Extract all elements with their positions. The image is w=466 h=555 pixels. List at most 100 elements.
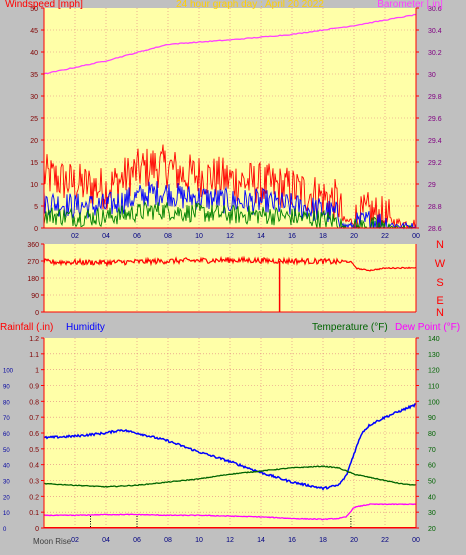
wind-series (43, 13, 417, 230)
direction-y-tick-label: 180 (27, 276, 39, 283)
rain-y-tick-label: 0.3 (29, 479, 39, 486)
barometer-y-tick-label: 28.6 (428, 226, 442, 233)
compass-n-top: N (436, 239, 444, 251)
rain-y-tick-label: 0.9 (29, 384, 39, 391)
barometer-y-tick-label: 29 (428, 182, 436, 189)
rain-y-tick-label: 1.1 (29, 352, 39, 359)
moon-rise-label: Moon Rise (33, 537, 72, 546)
temp-y-tick-label: 40 (428, 494, 436, 501)
rain-y-tick-label: 0.8 (29, 399, 39, 406)
temp-y-tick-label: 50 (428, 479, 436, 486)
rain-y-tick-label: 0.5 (29, 447, 39, 454)
climate-x-tick-label: 08 (164, 537, 172, 544)
temp-y-tick-label: 120 (428, 368, 440, 375)
wind-x-tick-label: 10 (195, 233, 203, 240)
barometer-y-tick-label: 30.4 (428, 28, 442, 35)
temp-y-tick-label: 140 (428, 336, 440, 343)
temp-y-tick-label: 20 (428, 526, 436, 533)
wind-y-tick-label: 10 (30, 182, 38, 189)
wind-y-tick-label: 45 (30, 28, 38, 35)
humidity-line (43, 403, 416, 491)
wind-direction-line (43, 255, 417, 272)
wind-x-tick-label: 12 (226, 233, 234, 240)
rain-y-tick-label: 0.2 (29, 494, 39, 501)
climate-x-tick-label: 20 (350, 537, 358, 544)
climate-x-tick-label: 12 (226, 537, 234, 544)
wind-low-line (43, 201, 416, 230)
climate-x-tick-label: 18 (319, 537, 327, 544)
tick-labels: 0510152025303540455028.628.82929.229.429… (3, 6, 442, 544)
direction-y-tick-label: 270 (27, 259, 39, 266)
wind-y-tick-label: 40 (30, 50, 38, 57)
compass-n-bottom: N (436, 307, 444, 319)
direction-series (43, 255, 417, 312)
windspeed-label: Windspeed [mph] (5, 0, 83, 10)
humidity-y-tick-label: 90 (3, 385, 10, 391)
wind-x-tick-label: 00 (412, 233, 420, 240)
humidity-y-tick-label: 80 (3, 400, 10, 406)
rain-y-tick-label: 1.2 (29, 336, 39, 343)
barometer-y-tick-label: 29.8 (428, 94, 442, 101)
humidity-y-tick-label: 100 (3, 369, 14, 375)
humidity-y-tick-label: 40 (3, 464, 10, 470)
rain-y-tick-label: 0.6 (29, 431, 39, 438)
rain-y-tick-label: 0 (35, 526, 39, 533)
axes (41, 7, 419, 529)
climate-x-tick-label: 00 (412, 537, 420, 544)
compass-w: W (435, 258, 446, 270)
temp-y-tick-label: 90 (428, 415, 436, 422)
humidity-label: Humidity (66, 322, 105, 333)
compass-e: E (436, 295, 443, 307)
compass-s: S (436, 277, 443, 289)
wind-y-tick-label: 20 (30, 138, 38, 145)
wind-x-tick-label: 06 (133, 233, 141, 240)
humidity-y-tick-label: 30 (3, 480, 10, 486)
climate-x-tick-label: 04 (102, 537, 110, 544)
chart-title: 24 hour graph day : April 20 2022 (176, 0, 324, 10)
wind-y-tick-label: 25 (30, 116, 38, 123)
wind-y-tick-label: 50 (30, 6, 38, 13)
temperature-line (43, 465, 417, 488)
barometer-y-tick-label: 29.6 (428, 116, 442, 123)
climate-x-tick-label: 02 (71, 537, 79, 544)
wind-x-tick-label: 02 (71, 233, 79, 240)
wind-y-tick-label: 0 (34, 226, 38, 233)
wind-x-tick-label: 16 (288, 233, 296, 240)
temp-y-tick-label: 130 (428, 352, 440, 359)
wind-x-tick-label: 22 (381, 233, 389, 240)
barometer-label: Barometer [.in] (377, 0, 443, 10)
rainfall-label: Rainfall (.in) (0, 322, 53, 333)
barometer-y-tick-label: 30 (428, 72, 436, 79)
dewpoint-label: Dew Point (°F) (395, 322, 460, 333)
temp-y-tick-label: 100 (428, 399, 440, 406)
wind-x-tick-label: 20 (350, 233, 358, 240)
barometer-y-tick-label: 29.4 (428, 138, 442, 145)
temp-y-tick-label: 110 (428, 384, 439, 391)
temp-y-tick-label: 70 (428, 447, 436, 454)
rain-y-tick-label: 0.7 (29, 415, 39, 422)
wind-y-tick-label: 35 (30, 72, 38, 79)
direction-y-tick-label: 0 (35, 310, 39, 317)
rain-y-tick-label: 0.1 (29, 510, 39, 517)
temp-y-tick-label: 30 (428, 510, 436, 517)
dew-point-line (43, 503, 417, 521)
barometer-y-tick-label: 30.6 (428, 6, 442, 13)
temp-y-tick-label: 60 (428, 463, 436, 470)
barometer-y-tick-label: 29.2 (428, 160, 442, 167)
humidity-y-tick-label: 50 (3, 448, 10, 454)
direction-y-tick-label: 360 (27, 242, 39, 249)
climate-grid (44, 338, 416, 528)
barometer-line (43, 13, 417, 75)
humidity-y-tick-label: 0 (3, 527, 7, 533)
climate-x-tick-label: 22 (381, 537, 389, 544)
wind-x-tick-label: 04 (102, 233, 110, 240)
climate-x-tick-label: 10 (195, 537, 203, 544)
wind-x-tick-label: 08 (164, 233, 172, 240)
rain-y-tick-label: 1 (35, 368, 39, 375)
humidity-y-tick-label: 10 (3, 511, 10, 517)
wind-y-tick-label: 15 (30, 160, 38, 167)
humidity-y-tick-label: 60 (3, 432, 10, 438)
temperature-label: Temperature (°F) (312, 322, 388, 333)
